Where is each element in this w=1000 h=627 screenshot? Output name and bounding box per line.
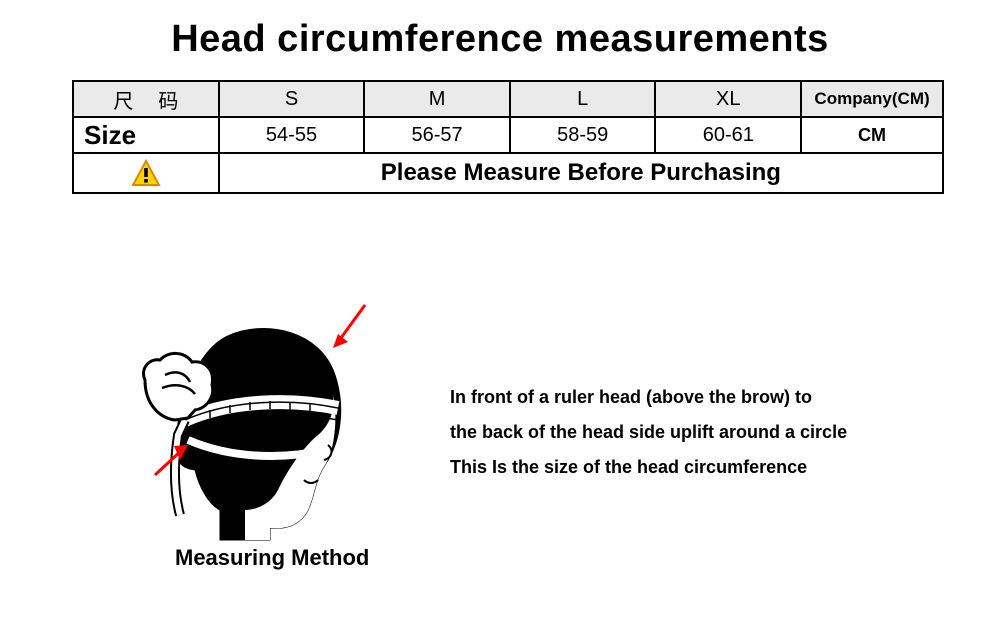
table-data-row: Size 54-55 56-57 58-59 60-61 CM [73,117,943,153]
warning-icon [131,159,161,187]
cell-unit: CM [801,117,943,153]
instructions-text: In front of a ruler head (above the brow… [450,385,970,491]
instruction-line-2: the back of the head side uplift around … [450,420,970,445]
header-size-zh: 尺 码 [73,81,219,117]
instruction-line-3: This Is the size of the head circumferen… [450,455,970,480]
head-measurement-illustration [120,290,420,550]
cell-s: 54-55 [219,117,365,153]
warning-icon-cell [73,153,219,193]
page-title: Head circumference measurements [0,18,1000,61]
measuring-method-label: Measuring Method [175,545,369,571]
header-m: M [364,81,510,117]
header-s: S [219,81,365,117]
cell-m: 56-57 [364,117,510,153]
header-xl: XL [655,81,801,117]
cell-l: 58-59 [510,117,656,153]
instruction-line-1: In front of a ruler head (above the brow… [450,385,970,410]
cell-xl: 60-61 [655,117,801,153]
table-warning-row: Please Measure Before Purchasing [73,153,943,193]
warning-text: Please Measure Before Purchasing [219,153,943,193]
header-company: Company(CM) [801,81,943,117]
table-header-row: 尺 码 S M L XL Company(CM) [73,81,943,117]
row-label-size: Size [73,117,219,153]
size-table: 尺 码 S M L XL Company(CM) Size 54-55 56-5… [72,80,944,194]
header-l: L [510,81,656,117]
